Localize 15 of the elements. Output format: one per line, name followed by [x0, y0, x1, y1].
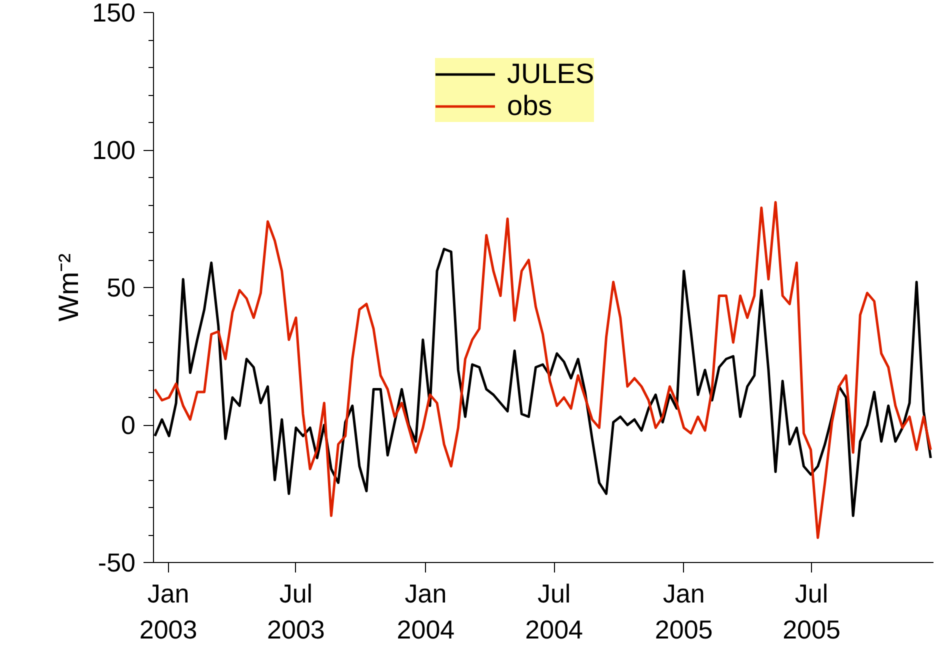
legend-label: JULES: [507, 58, 594, 90]
x-tick-label: Jul 2003: [267, 578, 325, 644]
y-tick-label: 100: [92, 135, 136, 165]
x-tick-label: Jan 2005: [654, 578, 713, 644]
x-tick-label: Jan 2004: [396, 578, 455, 644]
x-tick-label: Jan 2003: [139, 578, 198, 644]
x-tick-label: Jul 2005: [782, 578, 840, 644]
y-axis-title: Wm⁻²: [53, 253, 84, 322]
x-tick-label: Jul 2004: [525, 578, 584, 644]
y-tick-label: -50: [98, 548, 136, 578]
y-tick-label: 0: [121, 410, 136, 440]
legend-label: obs: [507, 90, 552, 122]
y-tick-label: 150: [92, 0, 136, 28]
y-tick-label: 50: [106, 272, 136, 302]
line-series: [154, 201, 932, 539]
